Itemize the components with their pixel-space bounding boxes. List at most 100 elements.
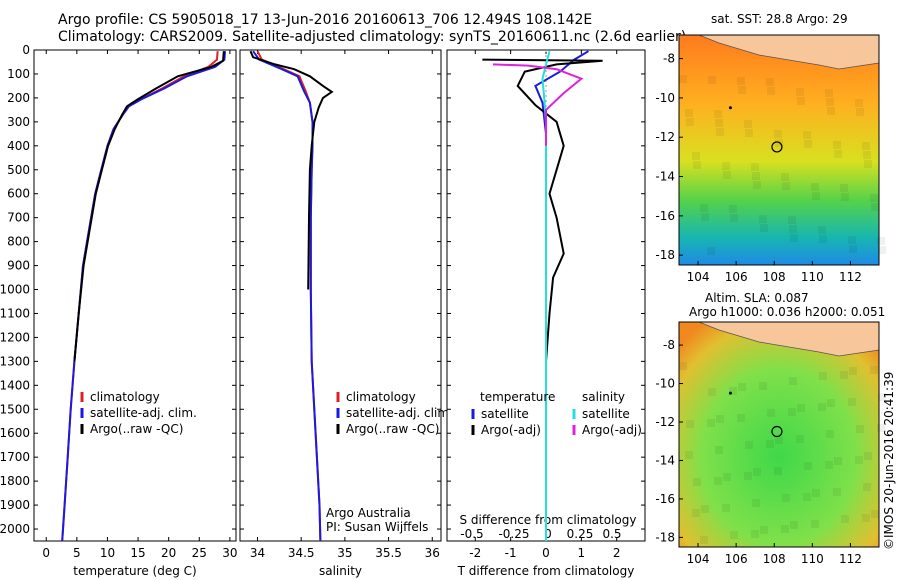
map-texture-cell — [789, 377, 797, 385]
map-y-tick-label: -8 — [663, 338, 675, 352]
y-tick-label: 800 — [7, 235, 30, 249]
map-texture-cell — [766, 78, 774, 86]
map-texture-cell — [744, 120, 752, 128]
map-texture-cell — [781, 173, 789, 181]
map-texture-cell — [797, 404, 805, 412]
map-y-tick-label: -16 — [655, 209, 675, 223]
map-texture-cell — [723, 171, 731, 179]
figure-title-line1: Argo profile: CS 5905018_17 13-Jun-2016 … — [58, 12, 592, 28]
series-line-argo-raw-qc- — [73, 51, 225, 362]
map-texture-cell — [686, 420, 694, 428]
x-axis-label: salinity — [319, 564, 362, 578]
map-texture-cell — [759, 215, 767, 223]
legend-label: Argo(-adj) — [582, 423, 642, 437]
map-texture-cell — [871, 510, 879, 518]
plot-frame — [239, 49, 442, 542]
x-tick-label: 15 — [130, 546, 145, 560]
series-line-argo-adj- — [492, 63, 584, 146]
map-texture-cell — [716, 415, 724, 423]
x-tick-label: 1 — [578, 546, 586, 560]
map-texture-cell — [863, 483, 871, 491]
map-texture-cell — [789, 225, 797, 233]
legend-label: satellite-adj. clim. — [346, 406, 453, 420]
map-texture-cell — [856, 108, 864, 116]
map-texture-cell — [811, 183, 819, 191]
map-y-tick-label: -12 — [655, 130, 675, 144]
map-texture-cell — [826, 430, 834, 438]
map-y-tick-label: -18 — [655, 248, 675, 262]
argo-float-marker — [771, 425, 783, 438]
map-texture-cell — [834, 150, 842, 158]
x2-tick-label: 0.25 — [567, 527, 594, 541]
y-tick-label: 100 — [7, 67, 30, 81]
legend-title: temperature — [480, 390, 555, 404]
map-texture-cell — [751, 530, 759, 538]
map-texture-cell — [729, 387, 737, 395]
temperature-profile-panel: 0100200300400500600700800900100011001200… — [0, 43, 238, 578]
x-tick-label: -1 — [505, 546, 517, 560]
map-texture-cell — [833, 488, 841, 496]
map-texture-cell — [714, 110, 722, 118]
map-texture-cell — [811, 520, 819, 528]
map-texture-cell — [849, 245, 857, 253]
map-texture-cell — [818, 403, 826, 411]
map-texture-cell — [878, 246, 886, 254]
island-marker — [728, 391, 732, 395]
map-texture-cell — [833, 141, 841, 149]
map-texture-cell — [722, 504, 730, 512]
map-texture-cell — [864, 452, 872, 460]
map-texture-cell — [870, 366, 878, 374]
figure-title-line2: Climatology: CARS2009. Satellite-adjuste… — [58, 29, 686, 45]
map-texture-cell — [708, 388, 716, 396]
map-texture-cell — [878, 393, 886, 401]
map-texture-cell — [841, 515, 849, 523]
map-texture-cell — [827, 107, 835, 115]
map-texture-cell — [730, 214, 738, 222]
x-tick-label: 34 — [250, 546, 265, 560]
map-texture-cell — [738, 383, 746, 391]
map-y-tick-label: -12 — [655, 415, 675, 429]
map-y-tick-label: -14 — [655, 170, 675, 184]
map-texture-cell — [862, 142, 870, 150]
map-texture-cell — [737, 414, 745, 422]
map-texture-cell — [745, 441, 753, 449]
map-texture-cell — [715, 446, 723, 454]
map-texture-cell — [804, 140, 812, 148]
map-x-tick-label: 110 — [801, 552, 824, 566]
map-texture-cell — [840, 371, 848, 379]
map2-title-line2: Argo h1000: 0.036 h2000: 0.051 — [689, 305, 885, 319]
map-texture-cell — [714, 477, 722, 485]
map-y-tick-label: -8 — [663, 52, 675, 66]
map-texture-cell — [790, 234, 798, 242]
map-texture-cell — [797, 97, 805, 105]
map-texture-cell — [826, 98, 834, 106]
map-texture-cell — [744, 472, 752, 480]
credit-line1: Argo Australia — [326, 506, 411, 520]
map-texture-cell — [781, 525, 789, 533]
x-tick-label: 0 — [542, 546, 550, 560]
map-texture-cell — [864, 160, 872, 168]
y-tick-label: 0 — [22, 43, 30, 57]
map-texture-cell — [862, 514, 870, 522]
map-texture-cell — [788, 216, 796, 224]
y-tick-label: 300 — [7, 115, 30, 129]
map-texture-cell — [701, 213, 709, 221]
map-texture-cell — [871, 203, 879, 211]
map-texture-cell — [679, 75, 687, 83]
map-texture-cell — [729, 205, 737, 213]
map-texture-cell — [722, 162, 730, 170]
map-x-tick-label: 106 — [725, 552, 748, 566]
map-texture-cell — [825, 461, 833, 469]
y-tick-label: 2000 — [0, 522, 30, 536]
map-texture-cell — [752, 172, 760, 180]
island-marker — [728, 106, 732, 110]
map-y-tick-label: -16 — [655, 492, 675, 506]
legend-label: satellite-adj. clim. — [90, 406, 197, 420]
legend-label: satellite — [481, 407, 529, 421]
map-x-tick-label: 110 — [801, 270, 824, 284]
map-texture-cell — [707, 419, 715, 427]
x-tick-label: 36 — [425, 546, 440, 560]
map-texture-cell — [818, 226, 826, 234]
map-x-tick-label: 106 — [725, 270, 748, 284]
map-frame — [678, 34, 880, 266]
